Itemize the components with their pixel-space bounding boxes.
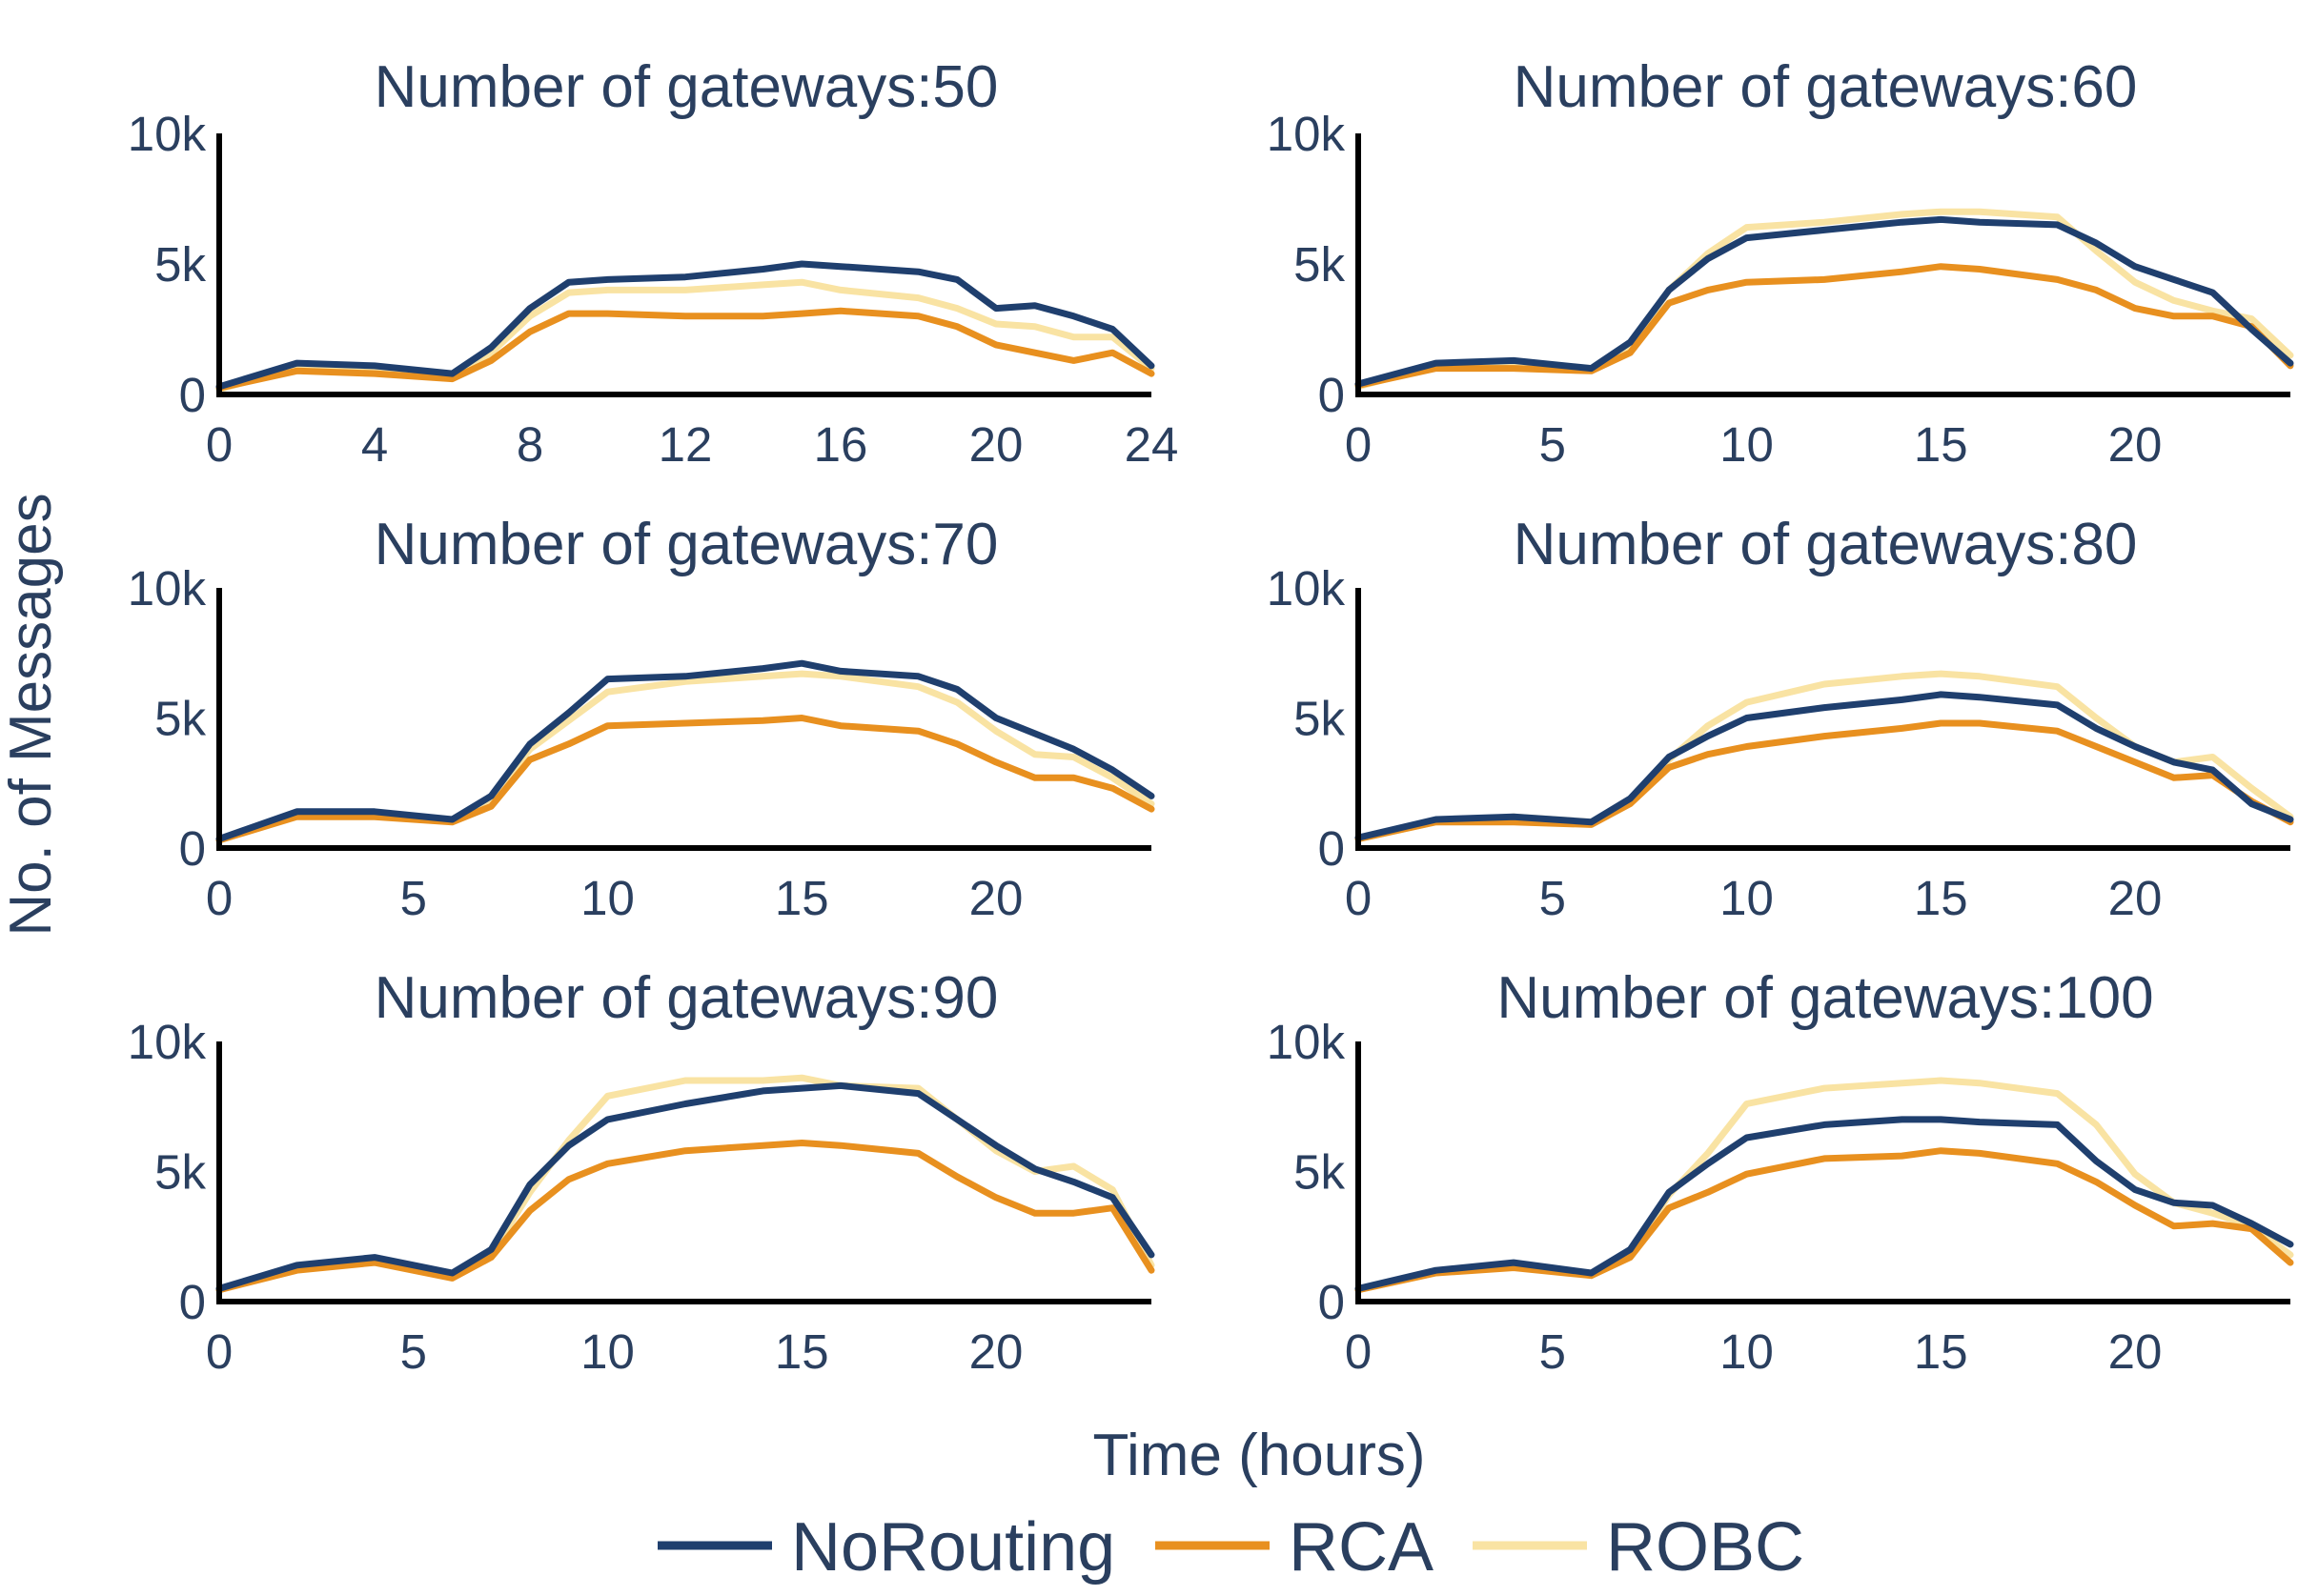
x-tick-label: 10 [580, 871, 635, 925]
y-tick-label: 0 [179, 1275, 206, 1329]
y-tick-label: 10k [128, 561, 207, 616]
x-tick-label: 20 [2108, 1324, 2163, 1379]
y-tick-label: 0 [1318, 821, 1345, 876]
y-tick-label: 5k [1293, 237, 1345, 292]
subplot-6: Number of gateways:100 0 5k 10k 0 5 10 15 20 [1267, 965, 2294, 1379]
x-tick-label: 15 [1914, 871, 1968, 925]
x-tick-label: 15 [775, 1324, 829, 1379]
x-tick-label: 20 [969, 1324, 1024, 1379]
legend: NoRouting RCA ROBC [658, 1509, 1804, 1586]
series-line-norouting [215, 659, 1155, 842]
x-tick-label: 15 [1914, 1324, 1968, 1379]
x-tick-label: 10 [580, 1324, 635, 1379]
x-tick-label: 0 [206, 1324, 233, 1379]
x-tick-label: 4 [361, 417, 388, 472]
y-tick-label: 5k [1293, 1145, 1345, 1200]
x-tick-label: 20 [2108, 871, 2163, 925]
y-tick-label: 5k [154, 237, 206, 292]
legend-label: RCA [1289, 1509, 1434, 1586]
x-tick-label: 0 [1345, 1324, 1372, 1379]
legend-item-robc: ROBC [1473, 1509, 1804, 1586]
series-line-rca [215, 307, 1155, 392]
series-line-norouting [1354, 215, 2294, 388]
subplot-4: Number of gateways:80 0 5k 10k 0 5 10 15 20 [1267, 512, 2294, 925]
subplot-5: Number of gateways:90 0 5k 10k 0 5 10 15 20 [128, 965, 1155, 1379]
subplot-title: Number of gateways:100 [1496, 965, 2153, 1031]
subplot-1: Number of gateways:50 0 5k 10k 0 4 8 12 16 20 24 [128, 54, 1179, 472]
x-tick-label: 8 [517, 417, 543, 472]
x-axis-title: Time (hours) [1092, 1423, 1425, 1488]
x-tick-label: 15 [1914, 417, 1968, 472]
series-line-rca [1354, 719, 2294, 842]
legend-label: ROBC [1606, 1509, 1804, 1586]
x-tick-label: 15 [775, 871, 829, 925]
subplot-title: Number of gateways:90 [375, 965, 999, 1031]
x-tick-label: 20 [969, 417, 1024, 472]
legend-item-rca: RCA [1155, 1509, 1434, 1586]
x-tick-label: 10 [1719, 1324, 1774, 1379]
y-tick-label: 0 [179, 368, 206, 422]
x-tick-label: 5 [1539, 1324, 1566, 1379]
subplot-title: Number of gateways:50 [375, 54, 999, 120]
x-tick-label: 16 [814, 417, 868, 472]
legend-label: NoRouting [791, 1509, 1115, 1586]
legend-item-norouting: NoRouting [658, 1509, 1115, 1586]
x-tick-label: 5 [1539, 871, 1566, 925]
series-line-rca [1354, 1147, 2294, 1294]
x-tick-label: 24 [1125, 417, 1179, 472]
subplot-title: Number of gateways:60 [1514, 54, 2138, 120]
x-tick-label: 0 [1345, 871, 1372, 925]
series-line-robc [1354, 1077, 2294, 1294]
series-line-rca [215, 1140, 1155, 1294]
series-line-norouting [215, 1081, 1155, 1292]
y-tick-label: 0 [1318, 368, 1345, 422]
subplot-2: Number of gateways:60 0 5k 10k 0 5 10 15 20 [1267, 54, 2294, 472]
series-line-norouting [215, 260, 1155, 391]
y-tick-label: 5k [154, 1145, 206, 1200]
x-tick-label: 10 [1719, 871, 1774, 925]
x-tick-label: 10 [1719, 417, 1774, 472]
series-line-rca [215, 715, 1155, 844]
y-tick-label: 10k [128, 1015, 207, 1069]
y-tick-label: 5k [154, 692, 206, 746]
series-line-norouting [1354, 1116, 2294, 1292]
x-tick-label: 20 [2108, 417, 2163, 472]
y-tick-label: 0 [179, 821, 206, 876]
subplot-title: Number of gateways:70 [375, 512, 999, 577]
x-tick-label: 0 [1345, 417, 1372, 472]
subplot-3: Number of gateways:70 0 5k 10k 0 5 10 15 20 [128, 512, 1155, 925]
y-tick-label: 10k [128, 107, 207, 161]
series-line-norouting [1354, 691, 2294, 841]
series-line-rca [1354, 263, 2294, 389]
subplot-title: Number of gateways:80 [1514, 512, 2138, 577]
y-tick-label: 10k [1267, 1015, 1346, 1069]
x-tick-label: 5 [1539, 417, 1566, 472]
x-tick-label: 12 [659, 417, 713, 472]
x-tick-label: 5 [400, 871, 427, 925]
x-tick-label: 0 [206, 417, 233, 472]
x-tick-label: 0 [206, 871, 233, 925]
x-tick-label: 20 [969, 871, 1024, 925]
y-tick-label: 0 [1318, 1275, 1345, 1329]
y-tick-label: 5k [1293, 692, 1345, 746]
y-tick-label: 10k [1267, 561, 1346, 616]
x-tick-label: 5 [400, 1324, 427, 1379]
y-tick-label: 10k [1267, 107, 1346, 161]
y-axis-title: No. of Messages [0, 493, 64, 936]
